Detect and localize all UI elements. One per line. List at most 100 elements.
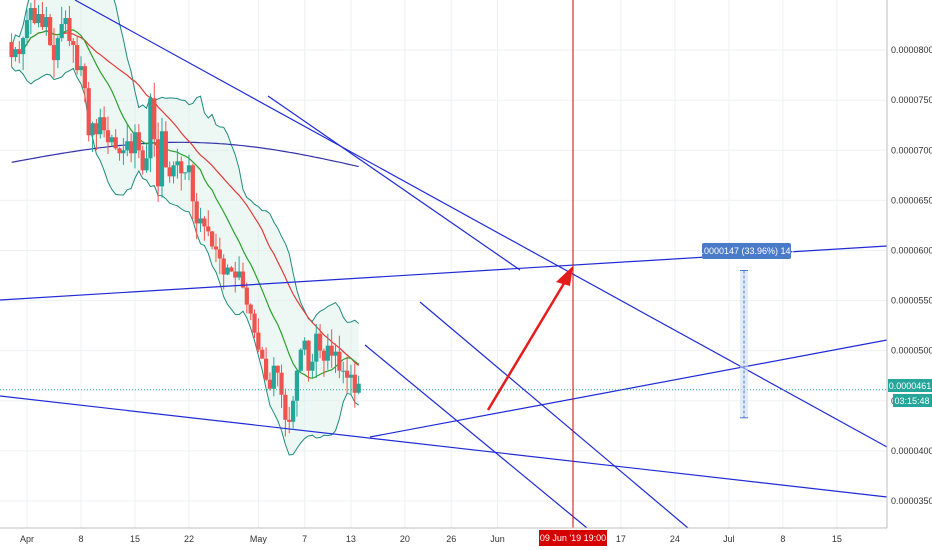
candle-body [98, 117, 103, 135]
candle-body [275, 365, 280, 373]
candle-body [325, 345, 330, 361]
candle-body [337, 351, 342, 371]
candle-body [175, 161, 180, 166]
candle-body [17, 49, 22, 55]
candle-body [13, 49, 18, 58]
trendline-lower-support[interactable] [0, 395, 888, 498]
bollinger-lower [11, 66, 359, 456]
measure-label: 0.0000147 (33.96%) 147 [696, 243, 796, 259]
candle-body [341, 370, 346, 372]
candle-body [306, 340, 311, 371]
candle-body [256, 332, 261, 350]
candle-body [113, 137, 118, 149]
candle-body [225, 267, 230, 275]
candle-body [148, 98, 153, 159]
current-price-label: 0.0000461 03:15:48 [888, 379, 932, 407]
candle-body [333, 351, 338, 356]
candle-body [356, 383, 361, 393]
candle-body [152, 98, 157, 140]
y-tick-label: 0.0000800 [891, 45, 932, 55]
trendline-segment[interactable] [267, 95, 521, 271]
candle-body [221, 258, 226, 275]
measure-range [740, 270, 748, 418]
candle-body [302, 340, 307, 350]
x-tick-label: 7 [302, 534, 307, 544]
candle-body [263, 358, 269, 380]
candle-body [279, 372, 284, 395]
y-tick-label: 0.0000400 [891, 446, 932, 456]
sma-long [11, 141, 359, 168]
candle-body [40, 14, 45, 28]
x-tick-label: 24 [670, 534, 680, 544]
candle-body [94, 123, 99, 135]
countdown-badge [893, 394, 932, 407]
candle-body [21, 38, 26, 55]
x-tick-label: Jun [490, 534, 505, 544]
crosshair-time-badge [539, 530, 607, 546]
x-tick-label: 20 [400, 534, 410, 544]
candle-body [283, 394, 288, 420]
overlay [0, 0, 887, 528]
candle-body [233, 271, 238, 278]
candle-body [125, 141, 130, 151]
candle-body [321, 350, 327, 361]
trendline-upper-resistance[interactable] [74, 0, 888, 448]
candle-body [206, 226, 211, 232]
price-axis[interactable]: 0.0000800 0.0000750 0.0000700 0.0000650 0.00… [891, 45, 932, 506]
candle-body [55, 38, 60, 61]
candle-body [209, 231, 215, 247]
candle-body [71, 41, 76, 46]
candle-body [132, 132, 138, 154]
candle-body [24, 20, 30, 39]
candle-body [102, 117, 107, 131]
candle-body [179, 161, 184, 174]
projection-arrow [486, 279, 568, 411]
trendline-rising-support[interactable] [369, 339, 888, 438]
candle-body [317, 333, 323, 351]
candle-body [121, 150, 126, 154]
candle-body [129, 141, 134, 154]
candle-body [294, 370, 300, 401]
x-tick-label: 17 [616, 534, 626, 544]
candle-body [194, 201, 199, 224]
candle-body [51, 45, 57, 61]
candle-body [75, 45, 80, 71]
candle-body [329, 345, 334, 356]
candle-body [48, 17, 53, 46]
crosshair-time-text: 09 Jun '19 19:00 [540, 533, 606, 543]
candle-body [252, 313, 257, 333]
projection-arrow-head [556, 266, 573, 286]
candle-body [9, 42, 14, 58]
trendline-channel-lower[interactable] [364, 344, 588, 529]
candle-body [144, 158, 149, 171]
candle-body [287, 419, 292, 422]
candle-body [310, 361, 315, 371]
candle-body [67, 18, 72, 42]
x-tick-label: 15 [832, 534, 842, 544]
y-tick-label: 0.0000350 [891, 496, 932, 506]
x-tick-label: 22 [184, 534, 194, 544]
candle-body [198, 218, 203, 224]
candle-body [202, 218, 207, 227]
candle-body [171, 165, 176, 177]
time-axis[interactable]: Apr 8 15 22 May 7 13 20 26 Jun 17 24 Jul 8 15 [20, 534, 842, 544]
x-tick-label: May [250, 534, 268, 544]
candle-body [136, 132, 141, 151]
current-price-badge [888, 379, 932, 392]
candle-body [155, 139, 161, 187]
candle-body [86, 88, 91, 136]
trendline-channel-upper[interactable] [419, 301, 689, 529]
measure-text: 0.0000147 (33.96%) 147 [696, 246, 795, 256]
candle-body [271, 365, 276, 389]
current-price-text: 0.0000461 [889, 381, 932, 391]
x-tick-label: 8 [78, 534, 83, 544]
candle-body [240, 271, 246, 288]
candle-body [36, 14, 41, 24]
candle-body [44, 17, 49, 28]
candle-body [159, 131, 165, 187]
candle-body [344, 370, 350, 378]
candle-body [117, 148, 122, 154]
candle-body [217, 249, 222, 259]
y-tick-label: 0.0000600 [891, 245, 932, 255]
